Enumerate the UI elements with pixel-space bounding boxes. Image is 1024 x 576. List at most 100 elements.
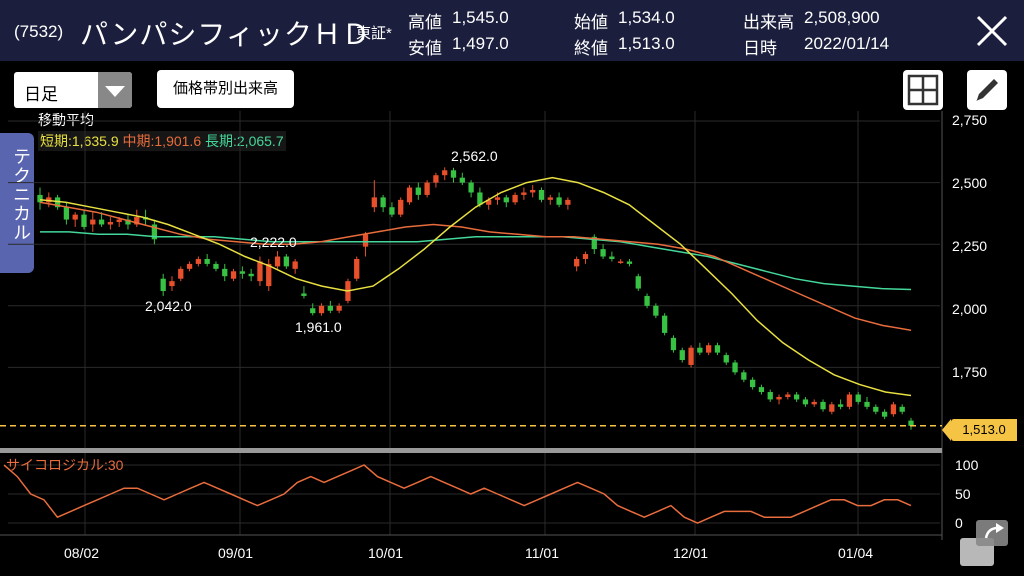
candle-body (609, 256, 615, 259)
candle-body (459, 177, 465, 183)
candle-body (802, 399, 809, 405)
candle-body (160, 278, 166, 292)
candle-body (556, 197, 562, 205)
volume-by-price-button[interactable]: 価格帯別出来高 (157, 70, 294, 108)
period-select-label: 日足 (24, 85, 58, 104)
psychological-line (3, 464, 912, 524)
candle-body (134, 217, 140, 225)
candle-body (829, 404, 835, 412)
candle-body (310, 308, 316, 314)
candle-body (670, 337, 677, 351)
panel-divider (0, 448, 942, 453)
date-tick: 12/01 (673, 545, 709, 561)
osc-tick: 0 (955, 515, 963, 531)
technical-tab[interactable]: テクニカル (0, 133, 34, 273)
price-tick: 2,500 (952, 175, 988, 191)
ma-long-label: 長期:2,065.7 (205, 133, 284, 149)
candle-body (380, 197, 386, 208)
candle-body (749, 379, 756, 388)
technical-tab-label: テクニカル (11, 147, 31, 242)
peak-annotation: 2,562.0 (451, 148, 498, 164)
candle-body (635, 276, 641, 289)
candle-body (248, 273, 254, 277)
candle-body (846, 394, 853, 407)
candle-body (723, 355, 729, 363)
layout-grid-icon[interactable] (903, 70, 943, 110)
close-label: 終値 (574, 39, 608, 58)
candle-body (46, 197, 52, 203)
price-annotation: 2,042.0 (145, 298, 192, 314)
quote-header: (7532) パンパシフィックＨＤ 東証* 高値 1,545.0 安値 1,49… (0, 0, 1024, 61)
price-tick: 2,000 (952, 301, 988, 317)
ma-long-line (40, 231, 912, 291)
candle-body (679, 350, 685, 361)
date-tick: 09/01 (218, 545, 254, 561)
last-price-badge: 1,513.0 (942, 419, 1017, 441)
candle-body (362, 234, 369, 247)
pencil-icon[interactable] (967, 70, 1007, 110)
candle-body (767, 392, 773, 400)
volume-label: 出来高 (743, 13, 794, 32)
candle-body (81, 214, 87, 227)
candle-body (538, 189, 545, 200)
ma-mid-label: 中期:1,901.6 (122, 133, 202, 149)
candle-body (547, 197, 553, 200)
candle-body (662, 315, 668, 333)
candle-body (195, 258, 202, 264)
candle-body (688, 347, 694, 365)
candle-body (169, 281, 175, 287)
candle-body (222, 268, 228, 277)
candle-body (706, 345, 712, 353)
open-label: 始値 (574, 13, 608, 32)
candle-body (758, 387, 765, 393)
period-select[interactable]: 日足 (14, 72, 132, 108)
rotate-screen-icon[interactable] (958, 516, 1012, 568)
candle-body (266, 263, 272, 287)
candle-body (574, 258, 580, 267)
candle-body (591, 236, 597, 250)
low-label: 安値 (408, 39, 442, 58)
candle-body (274, 256, 281, 267)
candle-body (389, 207, 395, 215)
candle-body (793, 394, 800, 400)
candle-body (318, 305, 325, 314)
candle-body (63, 207, 70, 220)
candle-body (54, 197, 61, 208)
candle-body (785, 394, 791, 397)
candle-body (732, 362, 738, 373)
date-tick: 10/01 (368, 545, 404, 561)
candle-body (442, 170, 448, 176)
candle-body (820, 401, 826, 410)
candle-body (582, 254, 589, 259)
candle-body (530, 189, 536, 193)
date-tick: 11/01 (525, 545, 559, 561)
chevron-down-icon (98, 72, 132, 108)
candle-body (37, 194, 43, 203)
candle-body (626, 261, 633, 264)
ma-short-label: 短期:1,635.9 (40, 133, 119, 149)
candle-body (283, 256, 289, 267)
moving-average-values: 短期:1,635.9 中期:1,901.6 長期:2,065.7 (38, 131, 286, 151)
volume-value: 2,508,900 (804, 8, 880, 27)
candle-body (899, 406, 905, 412)
stock-name: パンパシフィックＨＤ (80, 19, 371, 50)
open-value: 1,534.0 (618, 8, 675, 27)
candle-body (90, 219, 96, 225)
candle-body (494, 197, 501, 200)
candle-body (618, 261, 624, 263)
candle-body (433, 175, 439, 183)
ma-mid-line (39, 201, 912, 331)
candle-body (741, 372, 747, 380)
candle-body (477, 192, 483, 205)
price-tick: 2,250 (952, 238, 988, 254)
candle-body (72, 214, 78, 220)
close-icon[interactable] (975, 14, 1009, 48)
candle-body (151, 224, 158, 240)
candle-body (890, 404, 897, 415)
candle-body (406, 187, 413, 203)
candle-body (600, 249, 606, 257)
low-value: 1,497.0 (452, 34, 509, 53)
candle-body (486, 199, 492, 205)
price-tick: 1,750 (952, 364, 988, 380)
